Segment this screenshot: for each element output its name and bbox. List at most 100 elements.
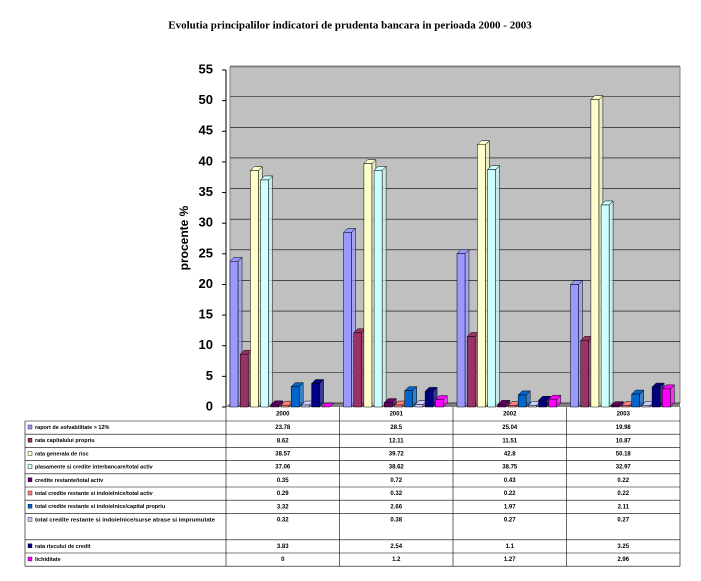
legend-swatch	[27, 490, 33, 496]
legend-swatch	[27, 424, 33, 430]
bar	[394, 404, 403, 408]
bar	[507, 405, 517, 408]
y-tick-label: 25	[199, 245, 213, 260]
bar-top	[321, 402, 335, 408]
bar-side	[268, 175, 273, 408]
legend-label: rata generala de risc	[35, 451, 89, 457]
bar	[548, 398, 558, 408]
bar	[373, 170, 383, 408]
bar	[570, 284, 579, 408]
table-value: 0.43	[504, 478, 516, 484]
table-value: 39.72	[389, 451, 405, 457]
table-value: 3.32	[277, 504, 289, 510]
legend-label: total credite restante si indoielnice/ca…	[35, 504, 165, 510]
y-tick-label: 5	[206, 368, 213, 383]
table-value: 12.11	[389, 438, 404, 444]
bar	[404, 390, 413, 408]
table-value: 19.98	[616, 425, 632, 431]
legend-label: total credite restante si indoielnice/su…	[35, 517, 215, 523]
bar	[260, 179, 269, 408]
table-value: 8.62	[277, 438, 289, 444]
bar	[600, 204, 610, 408]
table-value: 0.29	[277, 491, 289, 497]
bar	[414, 404, 424, 408]
legend-swatch	[27, 504, 33, 509]
bar	[631, 393, 640, 408]
table-value: 23.78	[275, 425, 291, 431]
bar	[487, 169, 496, 408]
table-value: 3.25	[617, 544, 629, 550]
x-tick-label: 2002	[503, 412, 517, 418]
y-tick-label: 45	[199, 123, 213, 138]
table-value: 10.87	[616, 438, 632, 444]
bar	[363, 163, 373, 408]
table-value: 3.83	[277, 544, 289, 550]
y-tick-label: 0	[206, 398, 213, 413]
table-value: 0.22	[504, 491, 516, 497]
x-tick-label: 2001	[390, 412, 404, 418]
legend-label: lichiditate	[35, 557, 61, 563]
bar	[456, 253, 466, 408]
bar	[466, 336, 476, 408]
table-value: 11.51	[502, 438, 517, 444]
table-value: 0.22	[617, 478, 629, 484]
table-value: 50.18	[616, 451, 632, 457]
table-value: 0	[281, 557, 285, 563]
table-value: 2.66	[390, 504, 402, 510]
bar	[424, 391, 434, 408]
legend-swatch	[27, 451, 33, 456]
table-value: 2.54	[390, 544, 402, 550]
bar	[270, 404, 280, 408]
bar	[477, 144, 486, 408]
table-value: 32.97	[616, 465, 632, 471]
bar	[538, 400, 547, 408]
table-value: 1.2	[392, 557, 401, 563]
bar	[651, 386, 661, 408]
legend-swatch	[27, 556, 33, 562]
table-value: 28.5	[390, 425, 402, 431]
table-value: 0.32	[390, 491, 402, 497]
table-value: 42.8	[504, 451, 516, 457]
bar	[239, 353, 249, 408]
y-tick-label: 35	[199, 184, 213, 199]
legend-label: raport de solvabilitate > 12%	[35, 425, 110, 431]
bar	[641, 405, 651, 408]
bar-side	[381, 165, 387, 408]
bar	[621, 405, 630, 408]
y-tick-label: 10	[199, 337, 213, 352]
chart-title: Evolutia principalilor indicatori de pru…	[168, 20, 532, 32]
table-value: 0.38	[390, 517, 402, 523]
floor	[226, 403, 680, 407]
bar	[301, 404, 310, 408]
legend-swatch	[27, 517, 33, 522]
x-tick-label: 2003	[617, 412, 631, 418]
bar	[435, 399, 444, 408]
y-tick-label: 40	[199, 153, 213, 168]
y-tick-label: 55	[199, 61, 213, 76]
legend-label: plasamente si credite interbancare/total…	[35, 465, 154, 471]
table-value: 0.22	[617, 491, 629, 497]
table-value: 38.57	[275, 451, 291, 457]
table-value: 2.11	[618, 504, 630, 510]
bar	[280, 404, 290, 408]
table-value: 0.72	[390, 478, 402, 484]
bar-side	[495, 164, 500, 408]
bar	[290, 386, 300, 408]
bar	[229, 261, 239, 408]
y-tick-label: 30	[199, 215, 213, 230]
bar	[528, 405, 537, 408]
table-value: 0.35	[277, 478, 289, 484]
legend-label: rata capitalului propriu	[35, 438, 95, 444]
bar	[517, 394, 527, 408]
bar	[353, 332, 362, 408]
legend-swatch	[27, 543, 33, 548]
table-value: 0.27	[617, 517, 629, 523]
bar	[662, 388, 671, 408]
bar	[384, 402, 393, 408]
legend-swatch	[27, 464, 33, 469]
bar	[343, 232, 352, 408]
table-value: 1.27	[504, 557, 516, 563]
table-value: 25.04	[502, 425, 518, 431]
